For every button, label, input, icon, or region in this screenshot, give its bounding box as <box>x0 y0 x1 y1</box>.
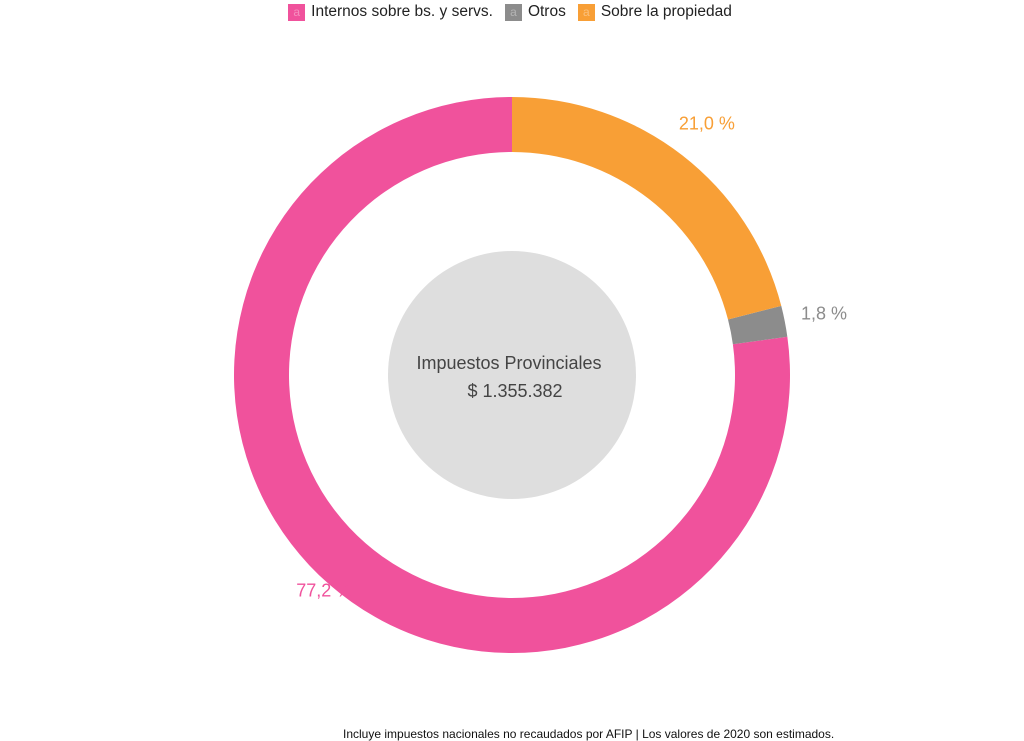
slice-label-otros: 1,8 % <box>801 303 847 323</box>
donut-slices <box>234 97 791 653</box>
legend-swatch-propiedad: a <box>577 3 595 21</box>
legend-label-propiedad: Sobre la propiedad <box>600 3 732 20</box>
caption-note: Incluye impuestos nacionales no recaudad… <box>343 727 835 741</box>
slice-label-propiedad: 21,0 % <box>679 114 735 134</box>
legend-key-glyph: a <box>510 4 517 19</box>
legend-item-propiedad: a Sobre la propiedad <box>577 3 732 21</box>
legend-label-otros: Otros <box>527 3 566 20</box>
legend-label-internos: Internos sobre bs. y servs. <box>311 3 493 20</box>
slice-propiedad <box>512 97 782 320</box>
center-title: Impuestos Provinciales <box>416 353 601 373</box>
legend-item-internos: a Internos sobre bs. y servs. <box>288 3 493 21</box>
legend-key-glyph: a <box>583 4 590 19</box>
slice-label-internos: 77,2 % <box>296 581 352 601</box>
legend-swatch-internos: a <box>288 3 306 21</box>
legend-key-glyph: a <box>293 4 300 19</box>
legend-swatch-otros: a <box>504 3 522 21</box>
slice-otros <box>727 305 788 345</box>
legend: a Internos sobre bs. y servs. a Otros a … <box>0 0 1024 24</box>
slice-labels: 77,2 % 1,8 % 21,0 % <box>296 114 847 601</box>
legend-item-otros: a Otros <box>504 3 566 21</box>
center-total-value: $ 1.355.382 <box>467 381 562 401</box>
center-disc <box>388 251 636 499</box>
